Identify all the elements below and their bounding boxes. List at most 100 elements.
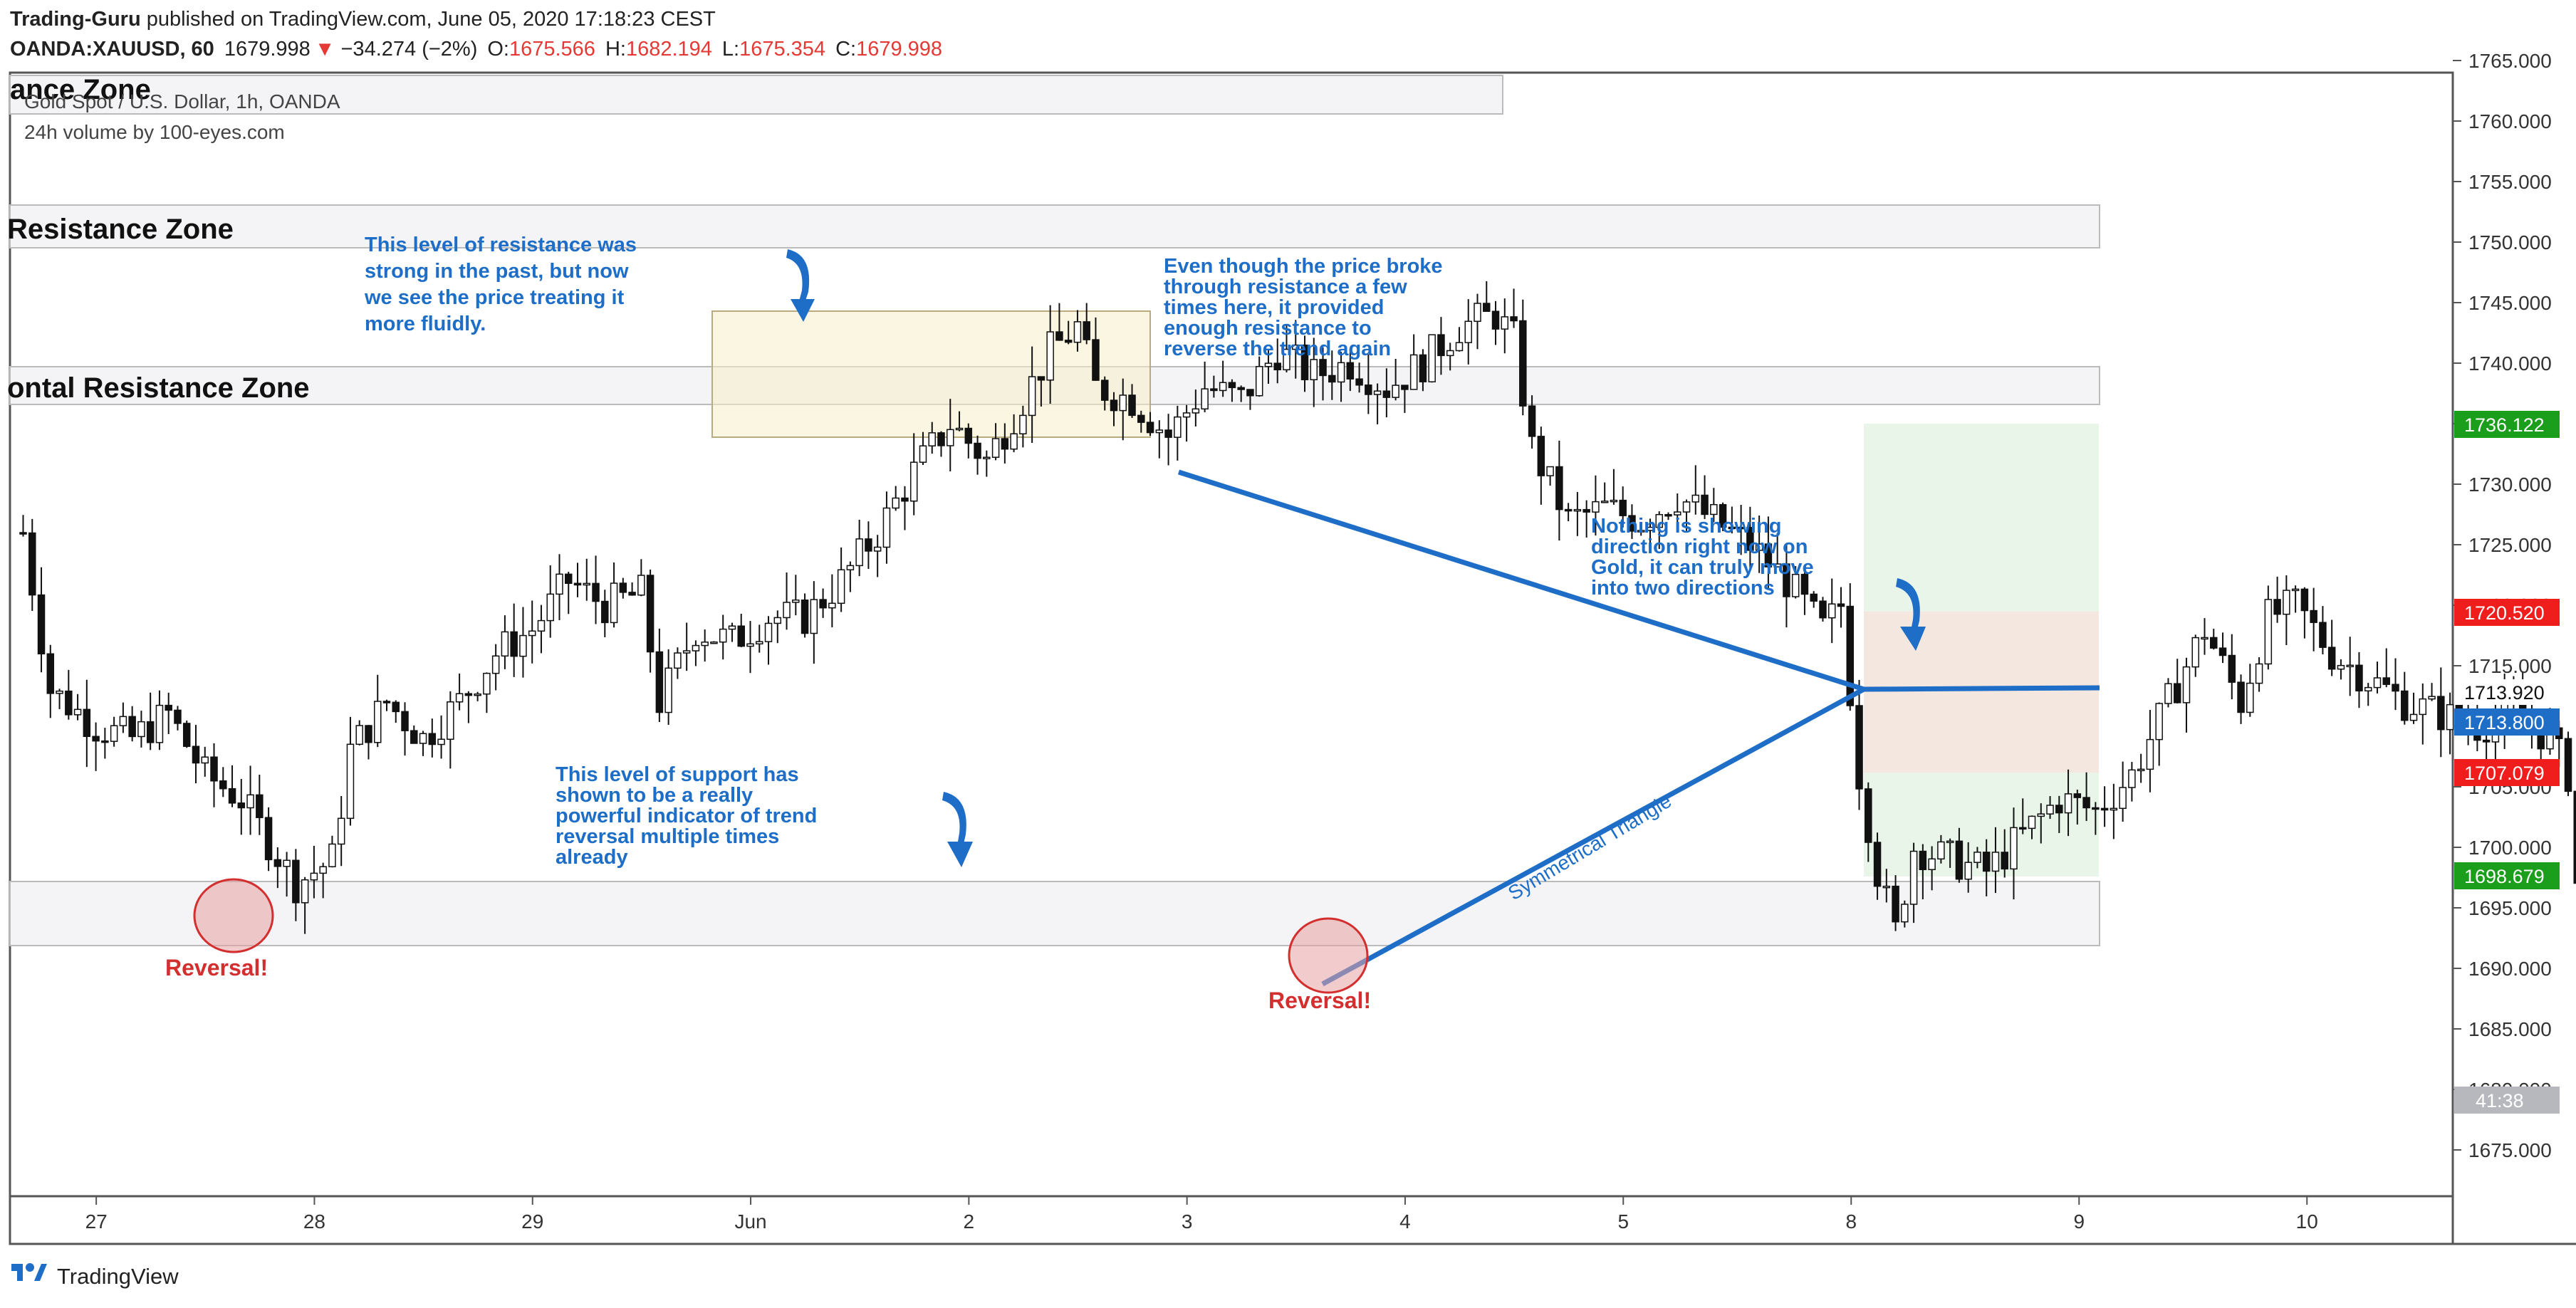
candle-body[interactable]	[2210, 637, 2218, 649]
candle-body[interactable]	[2173, 683, 2181, 703]
candle-body[interactable]	[1783, 563, 1790, 597]
position-stop-area[interactable]	[1864, 773, 2099, 877]
candle-body[interactable]	[1964, 862, 1972, 880]
candle-body[interactable]	[1483, 303, 1491, 312]
candle-body[interactable]	[1037, 376, 1045, 381]
candle-body[interactable]	[2564, 738, 2572, 792]
candle-body[interactable]	[2073, 793, 2082, 798]
candle-body[interactable]	[1510, 316, 1518, 322]
candle-body[interactable]	[246, 794, 254, 809]
candle-body[interactable]	[1701, 494, 1709, 516]
candle-body[interactable]	[2382, 677, 2390, 685]
candle-body[interactable]	[491, 655, 500, 674]
reversal-circle-2[interactable]	[1288, 917, 1369, 994]
candle-body[interactable]	[210, 756, 218, 782]
candle-body[interactable]	[792, 599, 800, 603]
candle-body[interactable]	[1292, 344, 1300, 350]
candle-body[interactable]	[937, 432, 945, 446]
support-zone-band[interactable]	[9, 881, 2100, 946]
candle-body[interactable]	[1800, 573, 1809, 595]
candle-body[interactable]	[1182, 412, 1191, 418]
candle-body[interactable]	[19, 532, 27, 535]
candle-body[interactable]	[1937, 841, 1945, 860]
candle-body[interactable]	[801, 599, 809, 634]
candle-body[interactable]	[510, 631, 518, 657]
candle-body[interactable]	[1246, 389, 1254, 397]
candle-body[interactable]	[919, 445, 927, 463]
candle-body[interactable]	[1764, 543, 1773, 567]
candle-body[interactable]	[1028, 376, 1036, 417]
candle-body[interactable]	[392, 701, 400, 713]
candle-body[interactable]	[56, 690, 63, 694]
candle-body[interactable]	[355, 725, 363, 745]
candle-body[interactable]	[1310, 359, 1318, 381]
candle-body[interactable]	[1982, 852, 1991, 872]
candle-body[interactable]	[664, 667, 672, 713]
candle-body[interactable]	[310, 872, 318, 881]
candle-body[interactable]	[1055, 331, 1063, 341]
candle-body[interactable]	[674, 652, 682, 669]
candle-body[interactable]	[1582, 508, 1590, 513]
triangle-upper-line[interactable]	[1177, 469, 1865, 692]
candle-body[interactable]	[1283, 348, 1290, 371]
triangle-lower-line[interactable]	[1321, 686, 1865, 987]
triangle-projection-line[interactable]	[1863, 685, 2100, 692]
candle-body[interactable]	[455, 693, 464, 703]
candle-body[interactable]	[1337, 362, 1345, 383]
candle-series[interactable]	[19, 281, 2576, 1118]
candle-body[interactable]	[1464, 320, 1472, 343]
candle-body[interactable]	[2128, 769, 2136, 788]
candle-body[interactable]	[201, 756, 209, 764]
candle-body[interactable]	[1655, 513, 1663, 528]
candle-body[interactable]	[1682, 501, 1691, 513]
price-tag-red-top[interactable]: 1720.520	[2454, 599, 2560, 626]
time-axis[interactable]: 27 28 29 Jun 2 3 4 5 8 9 10	[85, 1196, 2318, 1233]
candle-body[interactable]	[637, 575, 645, 596]
candle-body[interactable]	[119, 716, 127, 726]
candle-body[interactable]	[1137, 414, 1145, 423]
candle-body[interactable]	[601, 600, 609, 624]
candle-body[interactable]	[1219, 382, 1227, 392]
candle-body[interactable]	[1128, 394, 1136, 417]
candle-body[interactable]	[746, 643, 754, 647]
candle-body[interactable]	[447, 701, 454, 740]
candle-body[interactable]	[2428, 696, 2436, 700]
candle-body[interactable]	[2401, 690, 2409, 721]
candle-body[interactable]	[892, 497, 899, 509]
candle-body[interactable]	[2409, 713, 2418, 721]
candle-body[interactable]	[464, 693, 473, 696]
candle-body[interactable]	[2110, 807, 2118, 811]
candle-body[interactable]	[2319, 622, 2327, 648]
candle-body[interactable]	[1446, 350, 1454, 357]
tradingview-brand[interactable]: TradingView	[57, 1264, 179, 1289]
candle-body[interactable]	[1873, 842, 1882, 887]
candle-body[interactable]	[2355, 664, 2363, 692]
candle-body[interactable]	[1110, 399, 1118, 412]
candle-body[interactable]	[2346, 664, 2354, 668]
candle-body[interactable]	[1401, 384, 1409, 390]
candle-body[interactable]	[2264, 599, 2273, 665]
candle-body[interactable]	[2046, 805, 2054, 815]
candle-body[interactable]	[646, 575, 655, 653]
candle-body[interactable]	[983, 456, 991, 459]
candle-body[interactable]	[2246, 682, 2254, 713]
candle-body[interactable]	[828, 602, 836, 609]
candle-body[interactable]	[1455, 342, 1464, 352]
candle-body[interactable]	[1083, 321, 1090, 340]
candle-body[interactable]	[1191, 408, 1200, 414]
candle-body[interactable]	[2283, 590, 2290, 615]
candle-body[interactable]	[2064, 793, 2072, 814]
candle-body[interactable]	[1710, 503, 1718, 516]
candle-body[interactable]	[2482, 739, 2491, 743]
candle-body[interactable]	[373, 701, 382, 743]
candle-body[interactable]	[1355, 378, 1363, 386]
candle-body[interactable]	[182, 723, 191, 747]
candle-body[interactable]	[1201, 388, 1209, 410]
candle-body[interactable]	[1146, 422, 1154, 434]
candle-body[interactable]	[264, 817, 273, 861]
candle-body[interactable]	[2019, 827, 2027, 830]
candle-body[interactable]	[1392, 384, 1399, 398]
candle-body[interactable]	[1119, 394, 1127, 412]
candle-body[interactable]	[2291, 588, 2300, 592]
candle-body[interactable]	[882, 507, 891, 548]
